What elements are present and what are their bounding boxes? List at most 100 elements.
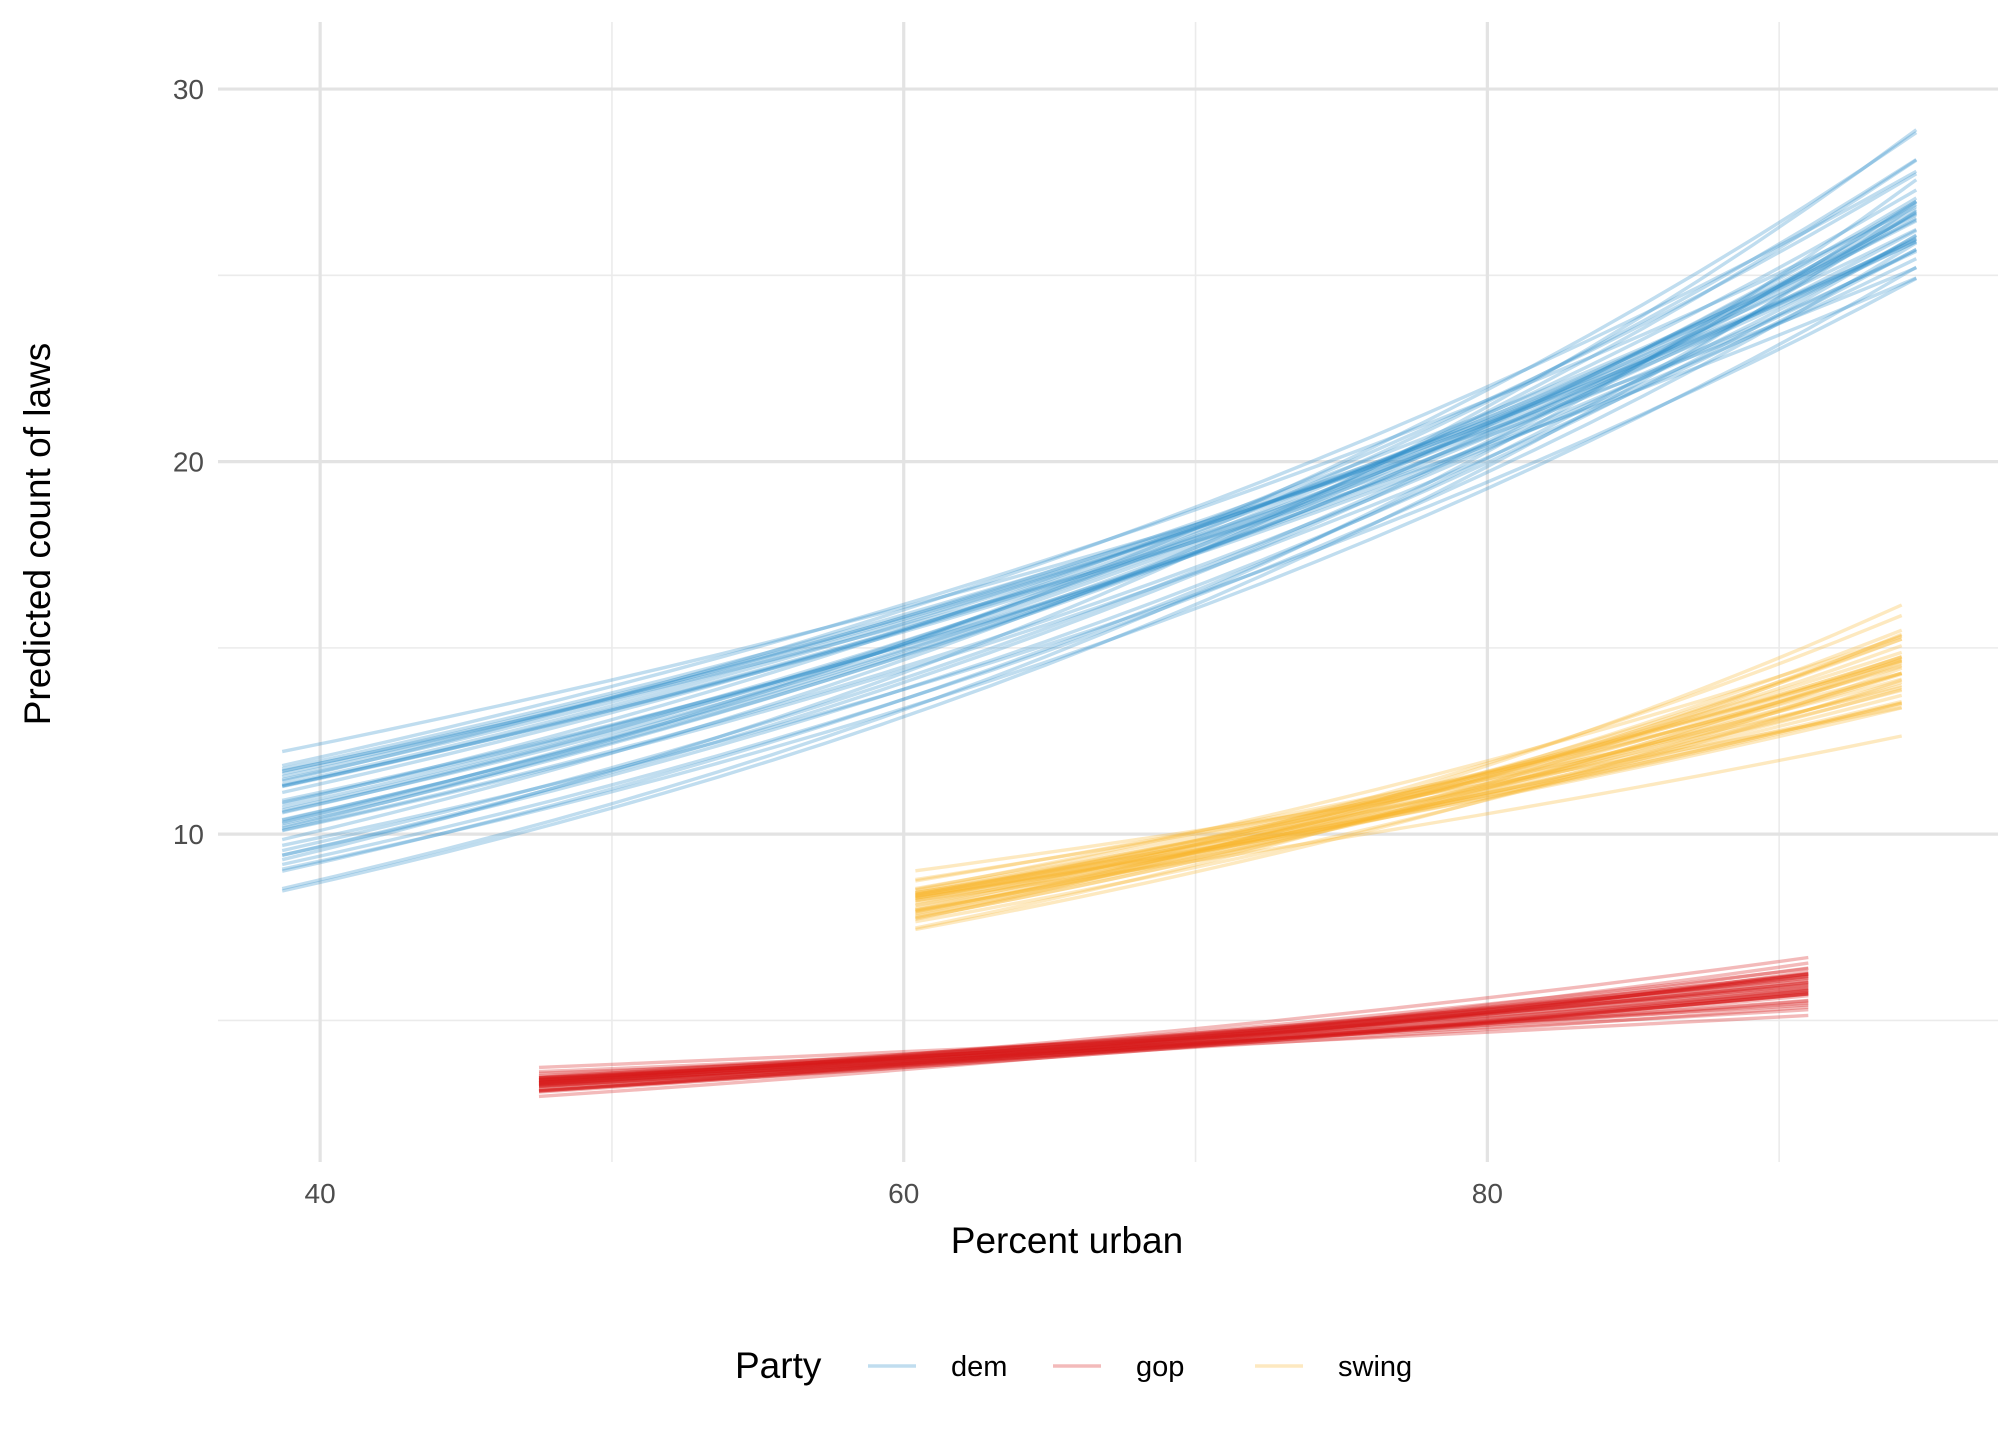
draw-line-dem xyxy=(281,199,1918,857)
draw-line-gop xyxy=(538,986,1809,1081)
y-axis-title: Predicted count of laws xyxy=(17,343,58,726)
draw-line-gop xyxy=(538,998,1809,1080)
y-axis-tick-labels: 10 20 30 xyxy=(173,74,204,850)
draw-line-gop xyxy=(538,990,1809,1080)
draw-line-swing xyxy=(915,677,1903,892)
legend-entries: dem gop swing xyxy=(868,1351,1412,1383)
draw-line-gop xyxy=(538,976,1809,1079)
draw-line-gop xyxy=(538,992,1809,1087)
draw-line-dem xyxy=(281,240,1918,774)
draw-line-swing xyxy=(915,659,1903,891)
draw-line-swing xyxy=(915,706,1903,899)
draw-line-gop xyxy=(538,976,1809,1089)
draw-line-swing xyxy=(915,637,1903,914)
draw-line-dem xyxy=(281,188,1918,815)
draw-line-dem xyxy=(281,216,1918,822)
draw-line-dem xyxy=(281,169,1918,783)
draw-line-dem xyxy=(281,205,1918,768)
draw-line-swing xyxy=(915,702,1903,900)
draw-line-gop xyxy=(538,974,1809,1087)
draw-line-swing xyxy=(915,666,1903,932)
draw-line-gop xyxy=(538,978,1809,1080)
draw-line-gop xyxy=(538,983,1809,1078)
draw-line-gop xyxy=(538,988,1809,1091)
draw-line-swing xyxy=(915,671,1903,908)
draw-line-dem xyxy=(281,265,1918,871)
x-axis-title: Percent urban xyxy=(951,1220,1183,1261)
draw-line-swing xyxy=(915,613,1903,911)
draw-line-dem xyxy=(281,158,1918,842)
draw-line-gop xyxy=(538,992,1809,1088)
draw-line-dem xyxy=(281,128,1918,862)
draw-line-swing xyxy=(915,671,1903,883)
draw-line-swing xyxy=(915,701,1903,898)
draw-line-gop xyxy=(538,955,1809,1085)
draw-line-swing xyxy=(915,650,1903,899)
draw-line-dem xyxy=(281,276,1918,848)
draw-line-dem xyxy=(281,276,1917,773)
draw-line-gop xyxy=(538,961,1809,1093)
draw-line-dem xyxy=(281,239,1918,789)
draw-line-swing xyxy=(915,664,1903,897)
draw-line-swing xyxy=(915,734,1903,903)
draw-line-swing xyxy=(915,705,1903,873)
draw-line-swing xyxy=(915,701,1903,898)
series-lines xyxy=(281,128,1918,1099)
draw-line-swing xyxy=(915,637,1903,907)
draw-line-swing xyxy=(915,661,1903,920)
draw-line-gop xyxy=(538,984,1809,1081)
series-gop xyxy=(538,955,1809,1099)
draw-line-dem xyxy=(281,218,1918,779)
draw-line-dem xyxy=(281,249,1918,788)
draw-line-gop xyxy=(538,988,1809,1093)
draw-line-dem xyxy=(281,247,1918,833)
draw-line-gop xyxy=(538,980,1809,1087)
draw-line-swing xyxy=(915,657,1903,920)
legend-entry-swing: swing xyxy=(1255,1351,1412,1383)
x-tick-label: 40 xyxy=(305,1178,336,1209)
draw-line-swing xyxy=(915,634,1903,892)
draw-line-swing xyxy=(915,672,1903,913)
x-tick-label: 80 xyxy=(1472,1178,1503,1209)
draw-line-swing xyxy=(915,644,1903,912)
draw-line-dem xyxy=(281,234,1918,832)
draw-line-gop xyxy=(538,999,1809,1082)
draw-line-gop xyxy=(538,972,1809,1094)
draw-line-gop xyxy=(538,1005,1809,1084)
legend-entry-gop: gop xyxy=(1053,1351,1184,1383)
draw-line-dem xyxy=(281,236,1918,788)
legend-title: Party xyxy=(735,1345,822,1386)
draw-line-dem xyxy=(281,158,1918,825)
draw-line-gop xyxy=(538,1013,1809,1075)
draw-line-swing xyxy=(915,658,1903,895)
y-tick-label: 30 xyxy=(173,74,204,105)
draw-line-gop xyxy=(538,982,1809,1082)
draw-line-dem xyxy=(281,213,1918,795)
draw-line-swing xyxy=(915,688,1903,895)
draw-line-swing xyxy=(915,633,1903,919)
draw-line-dem xyxy=(281,203,1918,893)
legend: Party dem gop swing xyxy=(735,1345,1412,1386)
draw-line-dem xyxy=(281,211,1918,826)
draw-line-dem xyxy=(281,219,1918,787)
series-dem xyxy=(281,128,1918,893)
draw-line-dem xyxy=(281,237,1918,776)
legend-label-gop: gop xyxy=(1136,1351,1184,1383)
draw-line-gop xyxy=(538,992,1809,1085)
draw-line-gop xyxy=(538,1008,1809,1074)
draw-line-dem xyxy=(281,199,1918,822)
draw-line-swing xyxy=(915,683,1903,896)
draw-line-dem xyxy=(281,178,1918,891)
draw-line-gop xyxy=(538,974,1809,1085)
x-axis-tick-labels: 40 60 80 xyxy=(305,1178,1503,1209)
major-gridlines xyxy=(218,22,1998,1162)
draw-line-dem xyxy=(281,211,1918,812)
draw-line-dem xyxy=(281,241,1918,867)
x-tick-label: 60 xyxy=(888,1178,919,1209)
legend-label-swing: swing xyxy=(1338,1351,1412,1383)
draw-line-gop xyxy=(538,990,1809,1092)
draw-line-dem xyxy=(281,248,1918,804)
draw-line-swing xyxy=(915,678,1903,924)
draw-line-dem xyxy=(281,200,1918,853)
